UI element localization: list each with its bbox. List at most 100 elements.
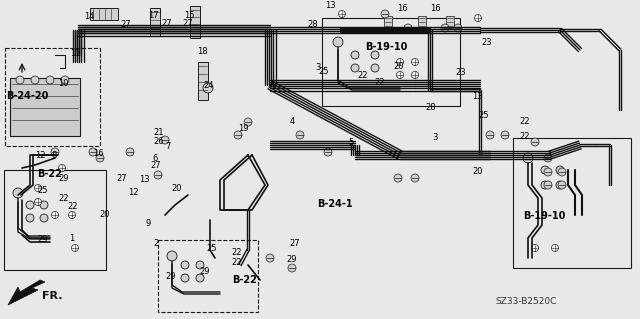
Text: 15: 15 (184, 11, 195, 20)
Circle shape (351, 64, 359, 72)
Text: 22: 22 (520, 117, 530, 126)
Text: 13: 13 (325, 1, 336, 10)
Text: 20: 20 (172, 184, 182, 193)
Circle shape (556, 181, 564, 189)
Text: 29: 29 (37, 235, 47, 244)
Text: B-24-1: B-24-1 (317, 198, 353, 209)
Text: B-22: B-22 (232, 275, 257, 285)
Circle shape (203, 83, 213, 93)
Text: 3: 3 (315, 63, 320, 72)
Circle shape (558, 181, 566, 189)
Text: 1: 1 (69, 234, 74, 243)
Circle shape (324, 148, 332, 156)
Text: 8: 8 (51, 151, 56, 160)
Circle shape (412, 71, 419, 78)
Text: 27: 27 (289, 239, 300, 248)
Circle shape (501, 131, 509, 139)
Circle shape (541, 181, 549, 189)
Text: SZ33-B2520C: SZ33-B2520C (495, 298, 556, 307)
Circle shape (31, 76, 39, 84)
Text: 27: 27 (116, 174, 127, 182)
Text: 12: 12 (35, 151, 45, 160)
Text: 25: 25 (319, 67, 329, 76)
Circle shape (397, 71, 403, 78)
Circle shape (544, 181, 552, 189)
Text: 22: 22 (232, 258, 242, 267)
Text: 24: 24 (204, 81, 214, 90)
Circle shape (394, 174, 402, 182)
Circle shape (541, 166, 549, 174)
Circle shape (89, 148, 97, 156)
Circle shape (40, 214, 48, 222)
Circle shape (531, 138, 539, 146)
Circle shape (96, 154, 104, 162)
Circle shape (371, 64, 379, 72)
Circle shape (46, 76, 54, 84)
Text: B-22: B-22 (37, 169, 62, 180)
Text: 29: 29 (287, 255, 297, 263)
Circle shape (40, 201, 48, 209)
Circle shape (51, 148, 59, 156)
Circle shape (35, 184, 42, 191)
Text: 27: 27 (120, 20, 131, 29)
Text: FR.: FR. (42, 291, 63, 301)
Bar (513, 138, 631, 268)
Circle shape (181, 261, 189, 269)
Text: 6: 6 (152, 154, 157, 163)
Text: 29: 29 (200, 267, 210, 276)
Circle shape (333, 37, 343, 47)
Text: 23: 23 (456, 68, 467, 77)
Text: 3: 3 (432, 133, 437, 142)
Bar (322, 18, 460, 106)
Circle shape (552, 244, 559, 251)
Text: 17: 17 (148, 11, 159, 20)
Circle shape (523, 153, 533, 163)
Circle shape (196, 261, 204, 269)
Text: 20: 20 (99, 210, 109, 219)
Circle shape (154, 171, 162, 179)
Circle shape (296, 131, 304, 139)
Circle shape (16, 76, 24, 84)
Text: 26: 26 (154, 137, 164, 146)
Circle shape (58, 165, 65, 172)
Bar (90, 8, 118, 20)
Text: B-19-10: B-19-10 (524, 211, 566, 221)
Circle shape (26, 214, 34, 222)
Circle shape (474, 14, 481, 21)
Bar (150, 8, 160, 36)
Text: 29: 29 (59, 174, 69, 182)
Circle shape (339, 11, 346, 18)
Circle shape (234, 131, 242, 139)
Text: 14: 14 (84, 12, 95, 21)
Text: 22: 22 (374, 78, 385, 87)
Text: 13: 13 (472, 92, 483, 101)
Text: 25: 25 (479, 111, 489, 120)
Circle shape (351, 51, 359, 59)
Bar (190, 6, 200, 38)
Circle shape (61, 76, 69, 84)
Text: 16: 16 (397, 4, 408, 13)
Bar (384, 16, 392, 28)
Text: 25: 25 (206, 244, 216, 253)
Text: 20: 20 (472, 167, 483, 176)
Text: 16: 16 (93, 149, 104, 158)
Circle shape (441, 24, 449, 32)
Circle shape (126, 148, 134, 156)
Text: B-19-10: B-19-10 (365, 42, 408, 52)
Circle shape (288, 264, 296, 272)
Bar (4, 170, 106, 270)
Text: 23: 23 (481, 38, 492, 47)
Text: 21: 21 (154, 128, 164, 137)
Text: 20: 20 (394, 62, 404, 71)
Text: 5: 5 (349, 138, 354, 147)
Circle shape (412, 58, 419, 65)
Bar (446, 16, 454, 28)
Text: 29: 29 (165, 272, 175, 281)
Circle shape (51, 211, 58, 219)
Circle shape (486, 131, 494, 139)
Text: 16: 16 (430, 4, 441, 13)
Bar (418, 16, 426, 28)
Text: 10: 10 (58, 79, 68, 88)
Text: 12: 12 (128, 189, 138, 197)
Text: 22: 22 (67, 202, 77, 211)
